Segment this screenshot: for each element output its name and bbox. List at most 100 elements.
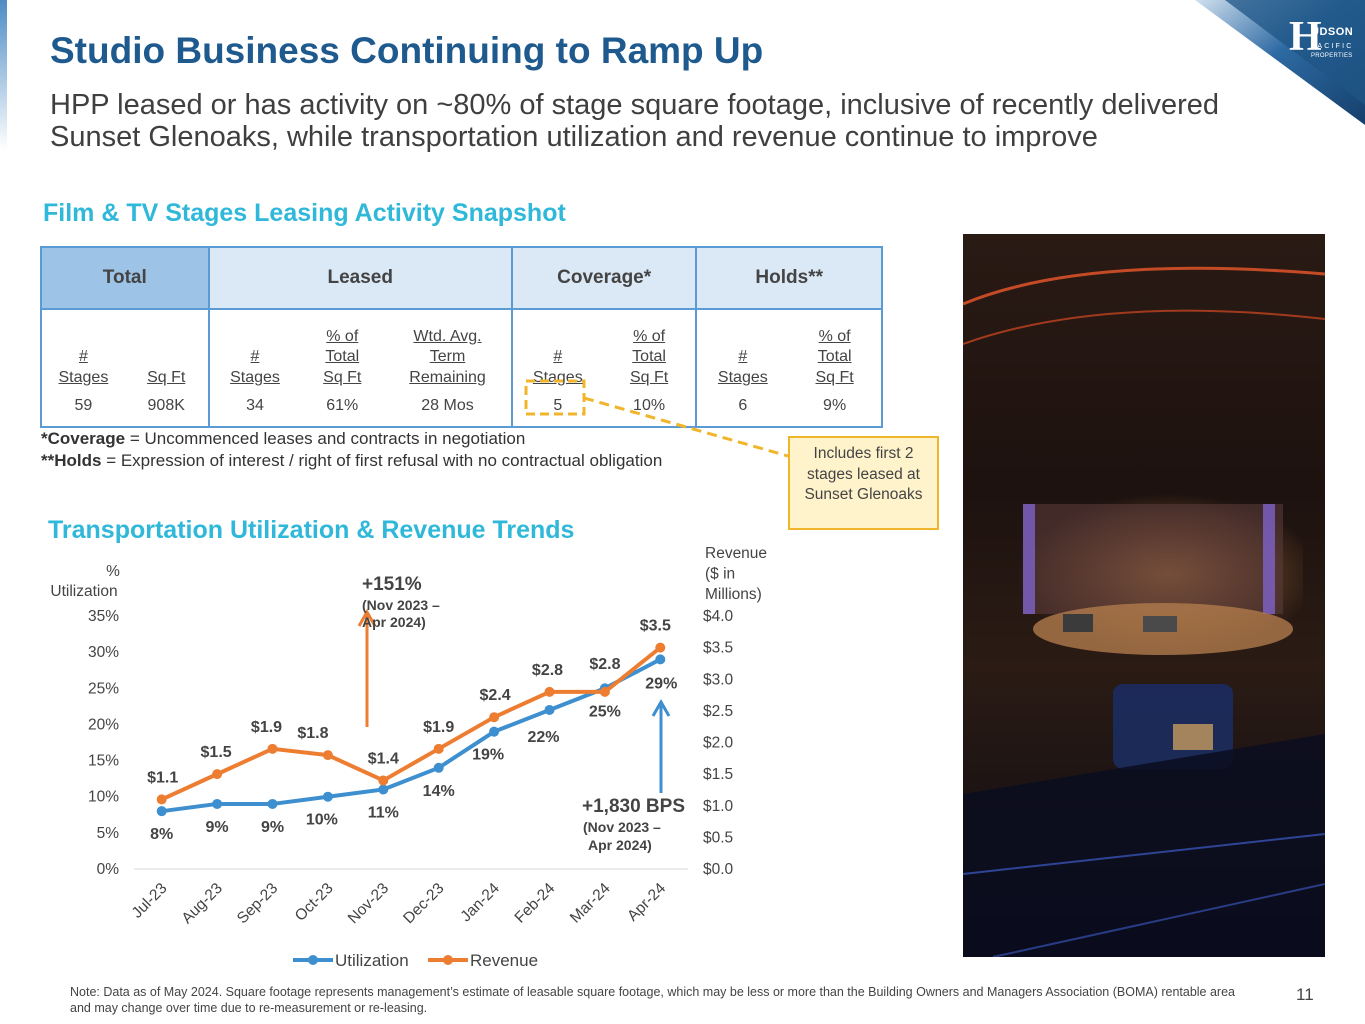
corner-banner (1195, 0, 1365, 125)
logo-initial: H (1289, 14, 1322, 60)
y-right-tick-label: $3.0 (703, 671, 734, 688)
revenue-point (378, 775, 389, 786)
sub-total-sqft: Sq Ft (147, 368, 186, 386)
revenue-point (544, 686, 555, 697)
utilization-point (544, 704, 555, 715)
revenue-point (322, 750, 333, 761)
page-number: 11 (1296, 985, 1314, 1004)
sunset-glenoaks-callout: Includes first 2 stages leased at Sunset… (788, 436, 939, 530)
value-leased-stages: 34 (207, 389, 301, 428)
revenue-data-label: $1.1 (147, 769, 178, 786)
utilization-data-label: 10% (306, 812, 338, 829)
logo-line-1: UDSON (1311, 26, 1354, 38)
revenue-data-label: $1.4 (368, 750, 399, 767)
footnote-coverage: *Coverage = Uncommenced leases and contr… (41, 429, 526, 448)
utilization-growth-title: +1,830 BPS (582, 796, 685, 817)
legend-utilization-label: Utilization (335, 951, 409, 970)
sub-holds-pct: % of Total Sq Ft (788, 309, 883, 389)
x-tick-label: Feb-24 (512, 880, 559, 927)
value-leased-term: 28 Mos (384, 389, 512, 428)
value-holds-pct: 9% (788, 389, 883, 428)
left-accent-bar (0, 0, 7, 150)
page-title: Studio Business Continuing to Ramp Up (50, 30, 764, 71)
y-left-axis-title: % (106, 563, 120, 580)
x-tick-label: Dec-23 (400, 880, 447, 927)
utilization-data-label: 9% (261, 819, 284, 836)
revenue-data-label: $1.5 (201, 744, 232, 761)
utilization-point (267, 798, 278, 809)
revenue-growth-detail: Apr 2024) (362, 614, 426, 630)
revenue-point (599, 686, 610, 697)
revenue-data-label: $1.8 (297, 725, 328, 742)
sub-leased-stages: # Stages (207, 309, 301, 389)
revenue-data-label: $1.9 (423, 719, 454, 736)
logo-line-2: PACIFIC (1311, 43, 1354, 50)
y-right-tick-label: $2.5 (703, 703, 733, 720)
utilization-growth-detail: Apr 2024) (588, 837, 652, 853)
utilization-data-label: 14% (423, 783, 455, 800)
group-coverage: Coverage* (510, 246, 698, 310)
page-subtitle: HPP leased or has activity on ~80% of st… (50, 89, 1220, 153)
logo-line-3: PROPERTIES (1311, 53, 1353, 59)
x-tick-label: Apr-24 (624, 880, 669, 925)
legend-utilization-marker (308, 955, 318, 965)
utilization-data-label: 19% (472, 747, 504, 764)
revenue-series-line (160, 646, 662, 802)
stages-section-heading: Film & TV Stages Leasing Activity Snapsh… (43, 199, 566, 227)
transport-section-heading: Transportation Utilization & Revenue Tre… (48, 516, 575, 544)
x-tick-label: Mar-24 (567, 880, 614, 927)
utilization-data-label: 25% (589, 703, 621, 720)
utilization-data-label: 8% (150, 826, 173, 843)
x-tick-label: Aug-23 (179, 880, 226, 927)
revenue-data-label: $2.8 (532, 662, 563, 679)
value-total-stages: 59 (40, 389, 125, 428)
revenue-point (267, 743, 278, 754)
utilization-series-line (161, 657, 662, 814)
utilization-point (433, 762, 444, 773)
group-holds: Holds** (695, 246, 883, 310)
utilization-point (156, 806, 167, 817)
x-tick-label: Nov-23 (345, 880, 392, 927)
sub-leased-term: Wtd. Avg. Term Remaining (409, 327, 486, 386)
group-leased: Leased (207, 246, 513, 310)
revenue-data-label: $2.4 (480, 687, 511, 704)
sub-leased-pct: % of Total Sq Ft (323, 327, 362, 386)
legend-revenue-label: Revenue (470, 951, 538, 970)
utilization-point (378, 784, 389, 795)
utilization-data-label: 9% (206, 819, 229, 836)
y-left-tick-label: 15% (88, 753, 119, 770)
table-group-header-row: Total Leased Coverage* Holds** (40, 246, 883, 310)
y-right-axis-title: Millions) (705, 586, 762, 603)
revenue-growth-arrowhead (357, 608, 377, 627)
y-right-axis-title: Revenue (705, 545, 767, 562)
sub-total-stages: # Stages (40, 309, 125, 389)
y-right-axis-title: ($ in (705, 566, 735, 583)
y-right-tick-label: $0.5 (703, 829, 733, 846)
value-leased-pct: 61% (300, 389, 385, 428)
sub-holds-stages: # Stages (695, 309, 789, 389)
legend-revenue-marker (443, 955, 453, 965)
utilization-point (655, 654, 666, 665)
revenue-data-label: $3.5 (640, 618, 671, 635)
utilization-data-label: 22% (527, 729, 559, 746)
y-left-tick-label: 10% (88, 789, 119, 806)
revenue-growth-title: +151% (362, 574, 422, 595)
y-left-axis-title: Utilization (50, 583, 117, 600)
utilization-data-label: 11% (368, 804, 399, 821)
soundstage-photo (963, 234, 1325, 957)
footer-note: Note: Data as of May 2024. Square footag… (70, 985, 1235, 1015)
revenue-point (212, 769, 223, 780)
x-tick-label: Sep-23 (234, 880, 281, 927)
y-right-tick-label: $1.5 (703, 766, 733, 783)
y-left-tick-label: 5% (97, 825, 120, 842)
revenue-data-label: $1.9 (251, 719, 282, 736)
value-total-sqft: 908K (124, 389, 209, 428)
x-tick-label: Jan-24 (457, 880, 503, 926)
sub-coverage-pct: % of Total Sq Ft (629, 327, 669, 386)
y-left-tick-label: 30% (88, 644, 119, 661)
revenue-point (433, 743, 444, 754)
footnote-holds: **Holds = Expression of interest / right… (41, 451, 663, 470)
revenue-point (489, 712, 500, 723)
utilization-point (489, 726, 500, 737)
